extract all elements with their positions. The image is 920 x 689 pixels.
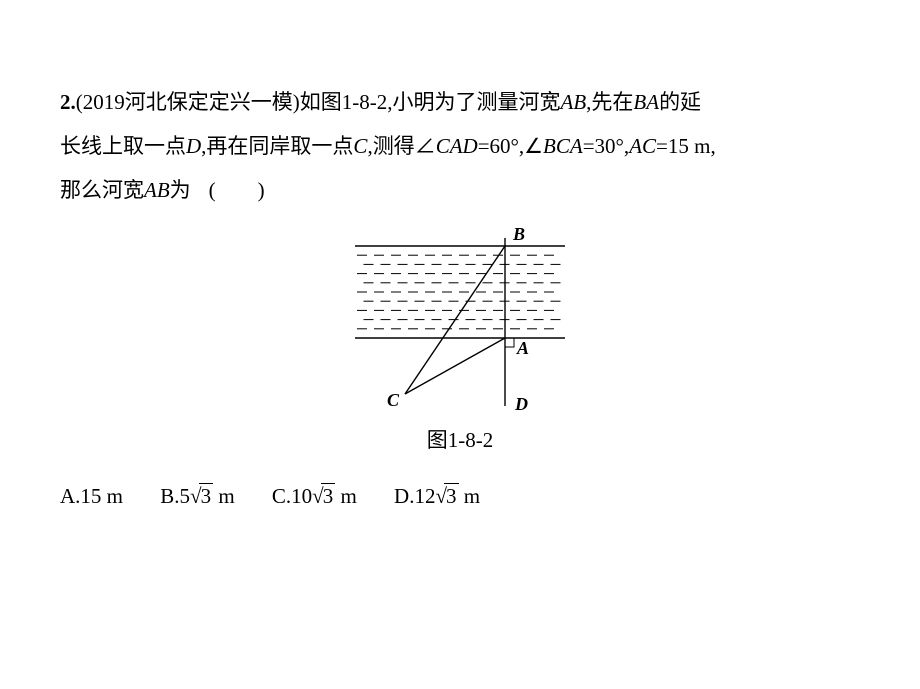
option-c-prefix: C. [272, 484, 291, 508]
option-d-val: 12 [414, 484, 435, 508]
option-d-rad: 3 [444, 483, 459, 508]
problem-number: 2. [60, 90, 76, 114]
text: 为 [170, 178, 191, 202]
option-b-prefix: B. [160, 484, 179, 508]
svg-text:B: B [512, 224, 525, 244]
option-b-sqrt: √3 [190, 474, 213, 518]
option-a-prefix: A. [60, 484, 80, 508]
option-c-unit: m [335, 484, 357, 508]
text: 长线上取一点 [60, 134, 186, 158]
option-a-unit: m [101, 484, 123, 508]
svg-text:D: D [514, 394, 528, 414]
var-bca: BCA [543, 134, 583, 158]
options-row: A.15 m B.5√3 m C.10√3 m D.12√3 m [60, 474, 860, 518]
figure-caption: 图1-8-2 [60, 418, 860, 462]
text: 的延 [659, 90, 701, 114]
option-a-val: 15 [80, 484, 101, 508]
option-b: B.5√3 m [160, 474, 234, 518]
var-ac: AC [629, 134, 656, 158]
text: ,先在 [586, 90, 633, 114]
option-c-val: 10 [291, 484, 312, 508]
option-b-val: 5 [180, 484, 191, 508]
option-c: C.10√3 m [272, 474, 357, 518]
svg-text:A: A [516, 338, 529, 358]
var-d: D [186, 134, 201, 158]
svg-text:C: C [387, 390, 400, 410]
text: =15 m, [656, 134, 716, 158]
option-d: D.12√3 m [394, 474, 480, 518]
problem-source: (2019河北保定定兴一模) [76, 90, 300, 114]
option-a: A.15 m [60, 474, 123, 518]
figure-svg: B A C D [335, 216, 585, 416]
problem-line-3: 那么河宽AB为 ( ) [60, 168, 860, 212]
option-c-sqrt: √3 [312, 474, 335, 518]
problem-line-2: 长线上取一点D,再在同岸取一点C,测得∠CAD=60°,∠BCA=30°,AC=… [60, 124, 860, 168]
problem-line-1: 2.(2019河北保定定兴一模)如图1-8-2,小明为了测量河宽AB,先在BA的… [60, 80, 860, 124]
option-b-rad: 3 [199, 483, 214, 508]
var-ab: AB [561, 90, 587, 114]
text: ,再在同岸取一点 [201, 134, 353, 158]
option-d-sqrt: √3 [435, 474, 458, 518]
paren-blank: ( ) [209, 178, 265, 202]
text: ,测得∠ [367, 134, 435, 158]
figure: B A C D [60, 216, 860, 416]
var-cad: CAD [436, 134, 478, 158]
var-ab-2: AB [144, 178, 170, 202]
option-b-unit: m [213, 484, 235, 508]
text: =30°, [583, 134, 630, 158]
var-ba: BA [633, 90, 659, 114]
option-d-prefix: D. [394, 484, 414, 508]
page: 2.(2019河北保定定兴一模)如图1-8-2,小明为了测量河宽AB,先在BA的… [0, 0, 920, 518]
text: 那么河宽 [60, 178, 144, 202]
text: =60°,∠ [478, 134, 543, 158]
option-d-unit: m [459, 484, 481, 508]
var-c: C [353, 134, 367, 158]
option-c-rad: 3 [321, 483, 336, 508]
text: 如图1-8-2,小明为了测量河宽 [300, 90, 561, 114]
